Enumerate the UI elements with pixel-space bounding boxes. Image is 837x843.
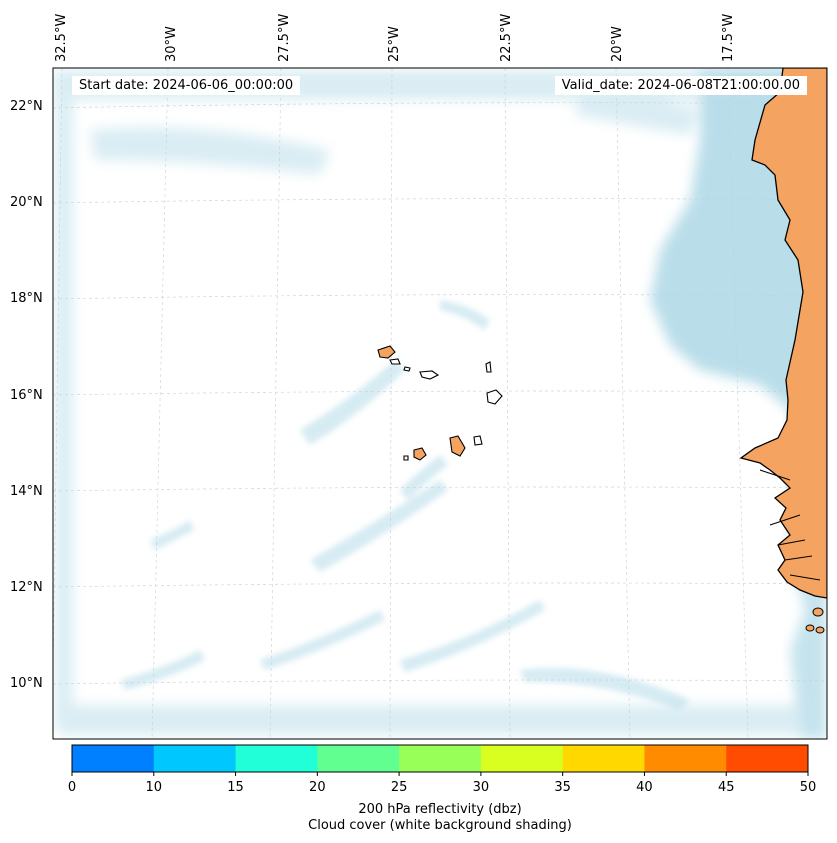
map-frame	[52, 67, 828, 740]
colorbar-tick-label: 50	[799, 780, 817, 795]
colorbar-tick-label: 25	[390, 780, 408, 795]
cape-verde-islands	[377, 345, 503, 461]
lat-label: 20°N	[10, 195, 43, 210]
colorbar-tick-label: 0	[67, 780, 77, 795]
bijagos-islands	[805, 607, 825, 634]
colorbar-tick-label: 30	[472, 780, 490, 795]
lat-label: 10°N	[10, 676, 43, 691]
start-date-label: Start date: 2024-06-06_00:00:00	[72, 76, 301, 95]
colorbar-label-2: Cloud cover (white background shading)	[308, 818, 572, 833]
colorbar-tick-label: 15	[227, 780, 244, 795]
lat-label: 22°N	[10, 99, 43, 114]
colorbar-label-1: 200 hPa reflectivity (dbz)	[358, 802, 522, 817]
valid-date-label: Valid_date: 2024-06-08T21:00:00.00	[554, 76, 807, 95]
lat-label: 14°N	[10, 484, 43, 499]
cloud-shading	[53, 68, 827, 739]
colorbar-tick-label: 45	[717, 780, 735, 795]
africa-land	[739, 68, 827, 599]
colorbar-tick-label: 35	[554, 780, 571, 795]
colorbar-tick-label: 10	[145, 780, 163, 795]
colorbar-tick-label: 40	[636, 780, 653, 795]
coast-detail	[759, 469, 821, 581]
lat-label: 16°N	[10, 388, 43, 403]
lat-label: 18°N	[10, 291, 43, 306]
lat-label: 12°N	[10, 580, 43, 595]
colorbar-tick-label: 20	[309, 780, 326, 795]
